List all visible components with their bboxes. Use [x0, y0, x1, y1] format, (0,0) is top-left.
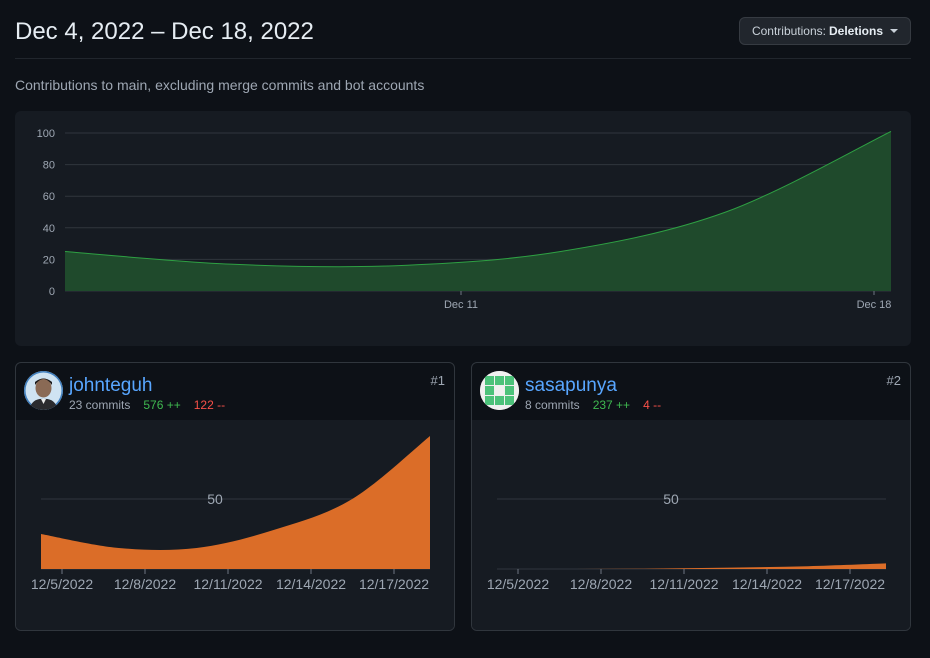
avatar[interactable]	[24, 371, 63, 410]
contributor-username[interactable]: sasapunya	[525, 375, 617, 396]
page-header: Dec 4, 2022 – Dec 18, 2022 Contributions…	[15, 16, 911, 59]
deletions-count: 122 --	[193, 398, 226, 412]
contributor-card: johnteguh 23 commits 576 ++ 122 -- #1 50…	[15, 362, 455, 631]
commit-count[interactable]: 23 commits	[69, 398, 131, 412]
date-range-title: Dec 4, 2022 – Dec 18, 2022	[15, 18, 314, 45]
contributor-chart-svg: 50 12/5/2022 12/8/2022 12/11/2022 12/14/2022…	[487, 491, 886, 592]
area-series-fill	[65, 131, 891, 291]
page-subtitle: Contributions to main, excluding merge c…	[15, 77, 425, 93]
contributor-chart: 50 12/5/2022 12/8/2022 12/11/2022 12/14/2022…	[472, 420, 910, 630]
x-tick-label: 12/17/2022	[359, 576, 429, 592]
y-tick-label: 50	[663, 491, 679, 507]
x-tick-label: Dec 11	[444, 299, 478, 311]
area-series-fill	[497, 563, 886, 570]
contributions-type-dropdown[interactable]: Contributions: Deletions	[738, 17, 911, 45]
commit-count[interactable]: 8 commits	[525, 398, 580, 412]
contributor-username[interactable]: johnteguh	[69, 375, 153, 396]
green-identicon-avatar-icon	[480, 371, 519, 410]
x-tick-label: 12/8/2022	[570, 576, 632, 592]
y-tick-label: 50	[207, 491, 223, 507]
main-deletions-chart: 0 20 40 60 80 100 Dec 11 Dec 18	[15, 111, 911, 346]
additions-count: 576 ++	[143, 398, 181, 412]
avatar[interactable]	[480, 371, 519, 410]
y-tick-label: 100	[37, 128, 55, 140]
contributor-stats: 8 commits 237 ++ 4 --	[525, 398, 661, 412]
area-series-fill	[41, 436, 430, 569]
contributor-chart: 50 12/5/2022 12/8/2022 12/11/2022 12/14/2022…	[16, 420, 454, 630]
x-tick-label: 12/14/2022	[732, 576, 802, 592]
contributor-card: sasapunya 8 commits 237 ++ 4 -- #2 50 12/…	[471, 362, 911, 631]
y-tick-label: 60	[43, 191, 55, 203]
x-tick-label: Dec 18	[857, 299, 892, 311]
y-tick-label: 40	[43, 223, 55, 235]
person-photo-avatar-icon	[24, 371, 63, 410]
contributor-chart-svg: 50 12/5/2022 12/8/2022 12/11/2022 12/14/2022…	[31, 436, 430, 592]
deletions-count: 4 --	[643, 398, 662, 412]
x-tick-label: 12/5/2022	[31, 576, 93, 592]
contributor-card-header: johnteguh 23 commits 576 ++ 122 -- #1	[16, 363, 454, 421]
main-chart-svg: 0 20 40 60 80 100 Dec 11 Dec 18	[37, 128, 892, 311]
contributor-rank: #2	[886, 373, 901, 388]
contributor-card-header: sasapunya 8 commits 237 ++ 4 -- #2	[472, 363, 910, 421]
y-tick-label: 0	[49, 286, 55, 298]
contributions-label: Contributions:	[751, 24, 826, 38]
y-tick-label: 80	[43, 160, 55, 172]
x-tick-label: 12/11/2022	[649, 576, 718, 592]
x-tick-label: 12/5/2022	[487, 576, 549, 592]
area-series-line	[64, 130, 892, 268]
y-tick-label: 20	[43, 254, 55, 266]
x-tick-label: 12/17/2022	[815, 576, 885, 592]
caret-down-icon	[890, 29, 898, 33]
contributor-stats: 23 commits 576 ++ 122 --	[69, 398, 225, 412]
contributions-value: Deletions	[828, 24, 883, 38]
x-tick-label: 12/11/2022	[193, 576, 262, 592]
additions-count: 237 ++	[592, 398, 631, 412]
x-tick-label: 12/8/2022	[114, 576, 176, 592]
x-tick-label: 12/14/2022	[276, 576, 346, 592]
contributor-rank: #1	[430, 373, 445, 388]
